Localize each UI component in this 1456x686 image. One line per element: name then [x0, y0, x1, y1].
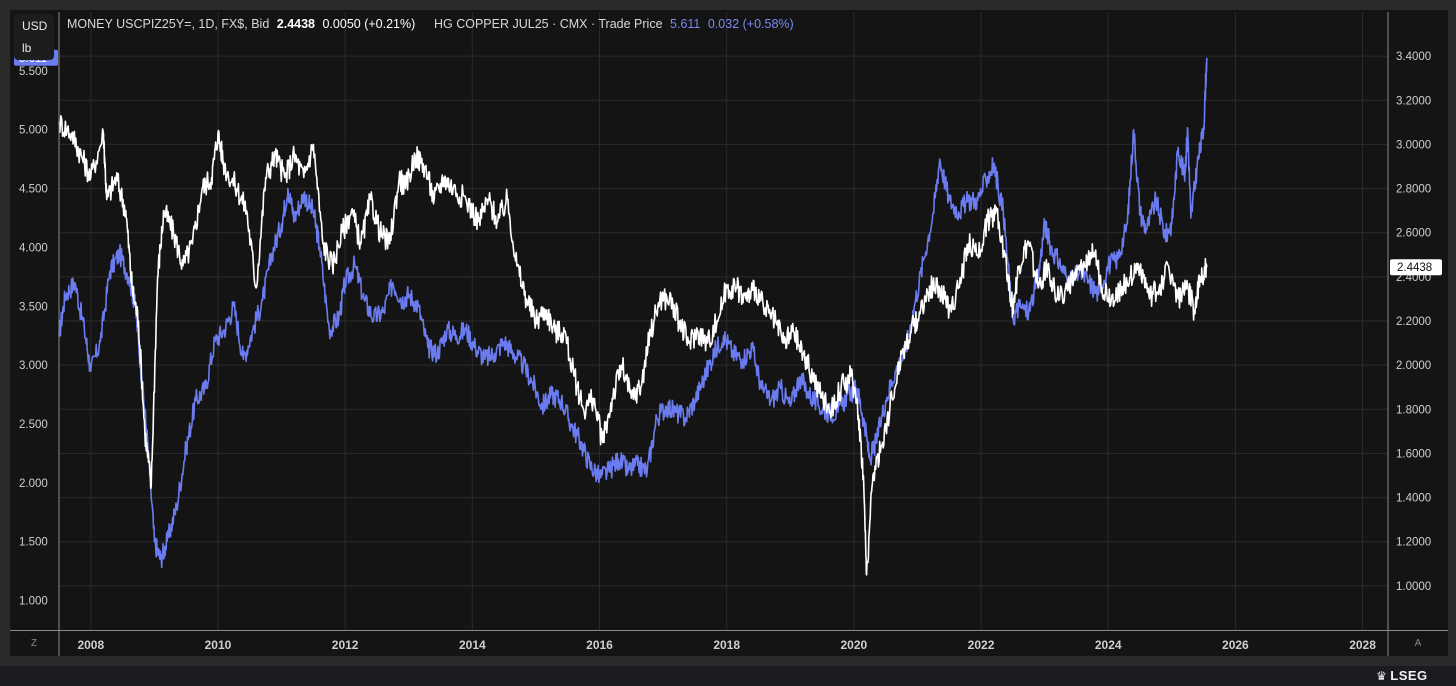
x-tick-label: 2014 — [459, 638, 486, 652]
right-tick-label: 1.0000 — [1396, 581, 1431, 593]
x-tick-label: 2024 — [1095, 638, 1122, 652]
x-tick-label: 2016 — [586, 638, 613, 652]
left-tick-label: 2.000 — [19, 478, 48, 490]
legend-series-copper[interactable]: HG COPPER JUL25 · CMX · Trade Price 5.61… — [434, 17, 798, 31]
x-tick-label: 2010 — [205, 638, 232, 652]
legend-copper-change: 0.032 (+0.58%) — [707, 17, 794, 31]
right-tick-label: 1.4000 — [1396, 493, 1431, 505]
auto-scale-button[interactable]: A — [1414, 638, 1422, 649]
footer-bar — [0, 666, 1456, 686]
right-tick-label: 2.0000 — [1396, 360, 1431, 372]
series-layer — [58, 57, 1208, 576]
logo-mark-icon: ♛ — [1376, 669, 1388, 683]
zoom-reset-button[interactable]: Z — [30, 638, 38, 649]
series-line-cpi-swap — [58, 115, 1208, 576]
right-tick-label: 1.8000 — [1396, 404, 1431, 416]
legend-series-cpi[interactable]: MONEY USCPIZ25Y=, 1D, FX$, Bid 2.4438 0.… — [67, 17, 419, 31]
x-tick-label: 2020 — [841, 638, 868, 652]
legend-cpi-name: MONEY USCPIZ25Y=, 1D, FX$, Bid — [67, 17, 270, 31]
legend-cpi-price: 2.4438 — [276, 17, 315, 31]
right-tick-label: 1.6000 — [1396, 448, 1431, 460]
legend-cpi-change: 0.0050 (+0.21%) — [322, 17, 416, 31]
lseg-logo: ♛ LSEG — [1376, 666, 1428, 686]
grid-lines — [59, 12, 1388, 630]
x-tick-label: 2018 — [713, 638, 740, 652]
left-tick-label: 1.500 — [19, 537, 48, 549]
x-tick-label: 2028 — [1349, 638, 1376, 652]
last-value-badge-cpi — [1390, 259, 1442, 276]
unit-selector[interactable]: USD lb — [14, 14, 54, 60]
left-tick-label: 3.000 — [19, 360, 48, 372]
right-tick-label: 2.6000 — [1396, 228, 1431, 240]
left-tick-label: 5.500 — [19, 66, 48, 78]
right-tick-label: 3.0000 — [1396, 139, 1431, 151]
left-tick-label: 1.000 — [19, 596, 48, 608]
x-tick-label: 2012 — [332, 638, 359, 652]
left-tick-label: 4.500 — [19, 184, 48, 196]
last-value-cpi: 2.4438 — [1397, 262, 1432, 274]
x-tick-label: 2022 — [968, 638, 995, 652]
right-tick-label: 3.2000 — [1396, 95, 1431, 107]
logo-text: LSEG — [1390, 668, 1428, 683]
axes-layer: 2008 2010 2012 2014 2016 2018 2020 2022 2024 2026… — [10, 12, 1448, 656]
left-tick-label: 2.500 — [19, 419, 48, 431]
right-tick-label: 1.2000 — [1396, 537, 1431, 549]
left-tick-label: 5.000 — [19, 125, 48, 137]
unit-currency: USD — [22, 19, 48, 33]
legend-copper-price: 5.611 — [670, 17, 701, 31]
series-line-copper — [58, 57, 1208, 569]
unit-weight: lb — [22, 41, 32, 55]
right-tick-label: 2.8000 — [1396, 184, 1431, 196]
x-tick-label: 2008 — [77, 638, 104, 652]
left-tick-label: 4.000 — [19, 242, 48, 254]
right-tick-label: 2.2000 — [1396, 316, 1431, 328]
x-tick-label: 2026 — [1222, 638, 1249, 652]
legend-copper-name: HG COPPER JUL25 · CMX · Trade Price — [434, 17, 663, 31]
right-tick-label: 3.4000 — [1396, 51, 1431, 63]
chart-frame — [10, 10, 1448, 656]
left-tick-label: 3.500 — [19, 301, 48, 313]
